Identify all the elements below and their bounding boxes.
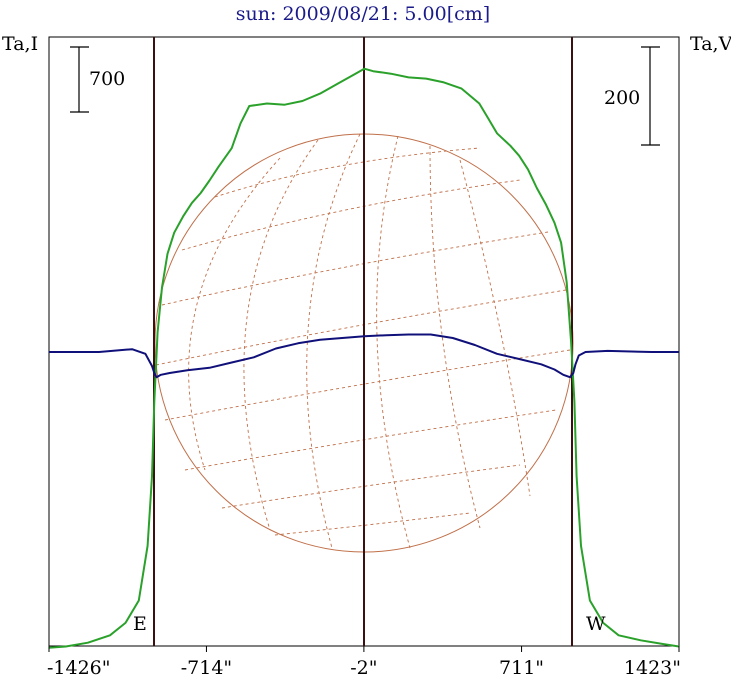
east-limb-label: E <box>133 613 147 635</box>
series-line-1 <box>49 333 679 379</box>
right-axis-label: Ta,V <box>690 33 731 55</box>
x-tick-label: -2" <box>350 657 377 679</box>
sun-graticule <box>155 133 571 549</box>
x-axis: -1426" -714" -2" 711" 1423" <box>47 646 681 679</box>
right-scale-bar <box>641 46 660 146</box>
left-scale-bar <box>70 46 89 113</box>
x-tick-label: -714" <box>181 657 232 679</box>
series-line-0 <box>48 67 680 649</box>
right-scale-bar-label: 200 <box>604 87 640 109</box>
x-tick-label: 1423" <box>624 657 681 679</box>
left-axis-label: Ta,I <box>2 33 38 55</box>
limb-and-center-markers <box>153 37 573 646</box>
series-layer <box>48 67 680 649</box>
chart-title: sun: 2009/08/21: 5.00[cm] <box>236 3 490 25</box>
x-tick-label: -1426" <box>47 657 111 679</box>
west-limb-label: W <box>586 613 606 635</box>
x-tick-label: 711" <box>499 657 544 679</box>
left-scale-bar-label: 700 <box>89 68 125 90</box>
